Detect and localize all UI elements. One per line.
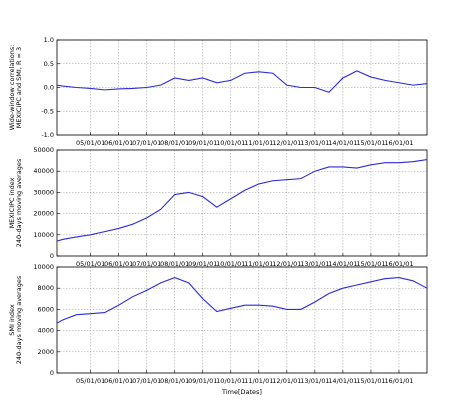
x-tick-label: 07/01/01 <box>132 139 161 147</box>
x-tick-label: 12/01/01 <box>272 260 301 268</box>
x-tick-label: 05/01/01 <box>76 377 105 385</box>
y-axis-label: MEXICIPC index <box>8 177 16 228</box>
y-tick-label: 50000 <box>33 146 54 154</box>
x-axis-label: Time[Dates] <box>221 388 262 396</box>
y-tick-label: 10000 <box>33 231 54 239</box>
y-axis-label: 240-days moving averages <box>15 275 23 364</box>
x-tick-label: 08/01/01 <box>160 139 189 147</box>
x-tick-label: 09/01/01 <box>188 139 217 147</box>
y-tick-label: 1.0 <box>44 36 54 44</box>
y-tick-label: 2000 <box>37 348 54 356</box>
y-tick-label: 0 <box>50 369 54 377</box>
x-tick-label: 06/01/01 <box>104 377 133 385</box>
x-tick-label: 08/01/01 <box>160 260 189 268</box>
x-tick-label: 14/01/01 <box>328 139 357 147</box>
data-line <box>56 277 428 324</box>
x-tick-label: 09/01/01 <box>188 377 217 385</box>
y-axis-label: Wide-window correlations: <box>8 45 16 131</box>
x-tick-label: 07/01/01 <box>132 377 161 385</box>
x-tick-label: 10/01/01 <box>216 260 245 268</box>
x-tick-label: 12/01/01 <box>272 139 301 147</box>
x-tick-label: 13/01/01 <box>300 377 329 385</box>
x-tick-label: 12/01/01 <box>272 377 301 385</box>
plot-frame <box>56 266 428 374</box>
x-tick-label: 16/01/01 <box>384 260 413 268</box>
plot-frame <box>56 149 428 257</box>
y-tick-label: 0.5 <box>44 60 54 68</box>
y-tick-label: 0.0 <box>44 84 54 92</box>
y-tick-label: 40000 <box>33 167 54 175</box>
x-tick-label: 14/01/01 <box>328 377 357 385</box>
y-axis-label: MEXICIPC and SMI, R = 3 <box>15 47 23 128</box>
y-tick-label: 20000 <box>33 210 54 218</box>
y-tick-label: 8000 <box>37 284 54 292</box>
x-tick-label: 15/01/01 <box>356 377 385 385</box>
x-tick-label: 10/01/01 <box>216 377 245 385</box>
plot-frame <box>56 39 428 136</box>
data-line <box>56 70 428 93</box>
y-axis-label: SMI index <box>8 304 16 336</box>
x-tick-label: 13/01/01 <box>300 260 329 268</box>
x-tick-label: 05/01/01 <box>76 139 105 147</box>
y-tick-label: 4000 <box>37 327 54 335</box>
x-tick-label: 15/01/01 <box>356 260 385 268</box>
x-tick-label: 11/01/01 <box>244 260 273 268</box>
x-tick-label: 16/01/01 <box>384 377 413 385</box>
y-tick-label: 30000 <box>33 188 54 196</box>
x-tick-label: 06/01/01 <box>104 260 133 268</box>
y-tick-label: 6000 <box>37 305 54 313</box>
x-tick-label: 11/01/01 <box>244 139 273 147</box>
x-tick-label: 11/01/01 <box>244 377 273 385</box>
x-tick-label: 05/01/01 <box>76 260 105 268</box>
x-tick-label: 14/01/01 <box>328 260 357 268</box>
y-tick-label: 10000 <box>33 263 54 271</box>
x-tick-label: 06/01/01 <box>104 139 133 147</box>
x-tick-label: 07/01/01 <box>132 260 161 268</box>
x-tick-label: 13/01/01 <box>300 139 329 147</box>
x-tick-label: 16/01/01 <box>384 139 413 147</box>
x-tick-label: 15/01/01 <box>356 139 385 147</box>
y-tick-label: -1.0 <box>41 131 54 139</box>
y-tick-label: 0 <box>50 252 54 260</box>
x-tick-label: 10/01/01 <box>216 139 245 147</box>
x-tick-label: 08/01/01 <box>160 377 189 385</box>
x-tick-label: 09/01/01 <box>188 260 217 268</box>
data-line <box>56 158 428 242</box>
y-tick-label: -0.5 <box>41 107 54 115</box>
y-axis-label: 240-days moving averages <box>15 158 23 247</box>
